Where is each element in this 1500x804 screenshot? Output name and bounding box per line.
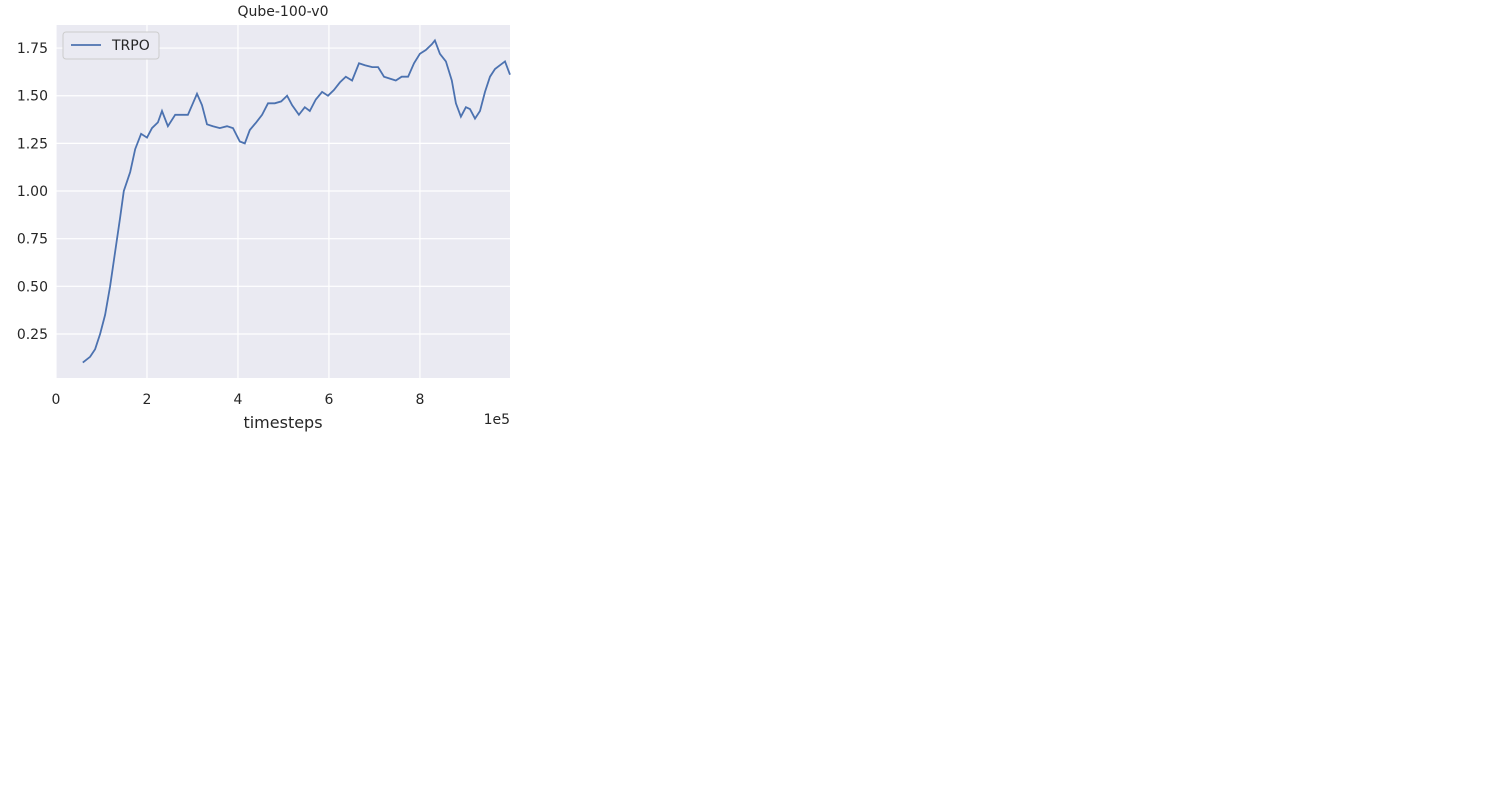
x-offset-label: 1e5 <box>484 412 510 428</box>
x-tick-label: 4 <box>234 392 243 408</box>
x-tick-label: 6 <box>324 392 333 408</box>
line <box>82 38 511 364</box>
y-tick-label: 1.75 <box>17 41 48 57</box>
y-tick-label: 1.25 <box>17 136 48 152</box>
chart-title: Qube-100-v0 <box>237 4 328 20</box>
x-tick-label: 2 <box>143 392 152 408</box>
y-tick-label: 0.50 <box>17 279 48 295</box>
plot-area <box>56 25 510 378</box>
x-tick-label: 0 <box>52 392 61 408</box>
y-tick-label: 1.00 <box>17 184 48 200</box>
y-tick-label: 1.50 <box>17 89 48 105</box>
x-tick-label: 8 <box>415 392 424 408</box>
y-tick-label: 0.75 <box>17 232 48 248</box>
legend-label: TRPO <box>111 38 150 54</box>
y-tick-label: 0.25 <box>17 327 48 343</box>
legend-box <box>62 31 160 60</box>
x-axis-label: timesteps <box>243 413 322 432</box>
